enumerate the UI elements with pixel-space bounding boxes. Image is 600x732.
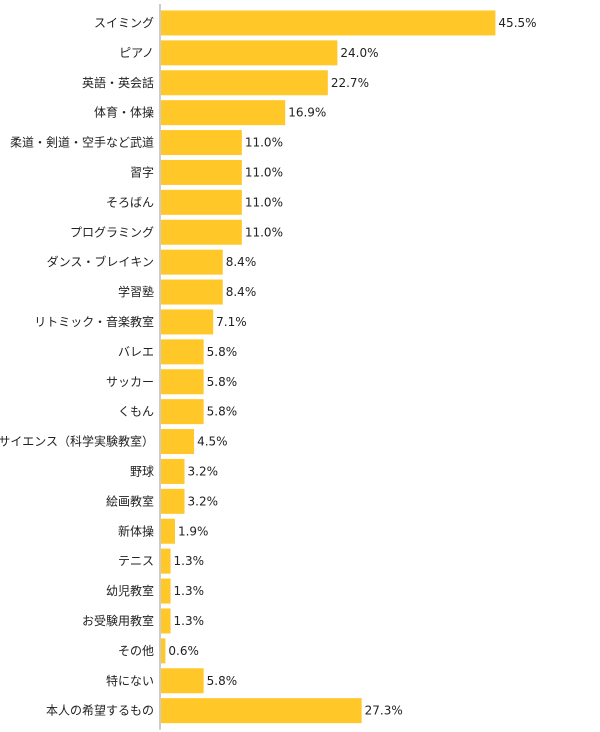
bar <box>161 458 185 484</box>
category-label: 幼児教室 <box>106 583 154 598</box>
value-label: 16.9% <box>288 106 326 120</box>
bar <box>161 130 242 156</box>
bar <box>161 578 171 604</box>
value-label: 24.0% <box>340 46 378 60</box>
bar <box>161 309 214 335</box>
bar <box>161 608 171 634</box>
value-label: 1.3% <box>174 584 205 598</box>
value-label: 27.3% <box>365 704 403 718</box>
value-label: 1.3% <box>174 614 205 628</box>
value-label: 5.8% <box>207 375 238 389</box>
value-label: 0.6% <box>168 644 199 658</box>
category-label: そろばん <box>106 195 154 209</box>
value-label: 5.8% <box>207 674 238 688</box>
value-label: 5.8% <box>207 405 238 419</box>
bar <box>161 10 496 36</box>
bar <box>161 429 195 455</box>
value-label: 45.5% <box>498 16 536 30</box>
category-label: テニス <box>118 554 154 568</box>
category-label: 英語・英会話 <box>82 75 154 90</box>
category-label: 本人の希望するもの <box>46 703 154 718</box>
value-label: 11.0% <box>245 136 283 150</box>
value-label: 1.9% <box>178 524 209 538</box>
category-label: 学習塾 <box>118 284 154 299</box>
bar <box>161 40 338 66</box>
category-label: 習字 <box>130 164 154 179</box>
bar <box>161 548 171 574</box>
category-label: スイミング <box>94 16 154 30</box>
bar <box>161 189 242 215</box>
value-label: 11.0% <box>245 165 283 179</box>
value-label: 4.5% <box>197 435 228 449</box>
value-label: 5.8% <box>207 345 238 359</box>
category-label: 新体操 <box>118 523 154 538</box>
value-label: 11.0% <box>245 225 283 239</box>
category-label: その他 <box>118 644 154 658</box>
category-label: ダンス・ブレイキン <box>47 254 154 269</box>
bar <box>161 249 223 275</box>
bar <box>161 70 328 96</box>
category-label: サイエンス（科学実験教室） <box>0 434 154 449</box>
category-label: ピアノ <box>119 46 154 60</box>
value-label: 8.4% <box>226 285 256 299</box>
bar <box>161 339 204 365</box>
bar <box>161 219 242 245</box>
category-label: 絵画教室 <box>106 493 154 508</box>
bar <box>161 369 204 395</box>
value-label: 7.1% <box>216 315 247 329</box>
category-label: くもん <box>118 405 154 419</box>
category-label: 柔道・剣道・空手など武道 <box>10 136 154 150</box>
category-label: 体育・体操 <box>94 105 154 120</box>
bar <box>161 100 286 126</box>
value-label: 11.0% <box>245 195 283 209</box>
bar <box>161 279 223 305</box>
bar <box>161 488 185 514</box>
bar <box>161 668 204 694</box>
category-label: バレエ <box>118 345 154 359</box>
category-label: プログラミング <box>70 225 154 239</box>
value-label: 22.7% <box>331 76 369 90</box>
bar <box>161 698 362 724</box>
value-label: 8.4% <box>226 255 256 269</box>
value-label: 3.2% <box>188 494 219 508</box>
category-label: サッカー <box>106 375 154 389</box>
value-label: 1.3% <box>174 554 205 568</box>
bar <box>161 638 166 664</box>
category-label: 野球 <box>130 464 154 478</box>
bar <box>161 399 204 425</box>
category-label: お受験用教室 <box>82 613 154 628</box>
category-label: 特にない <box>106 673 154 688</box>
bar <box>161 159 242 185</box>
category-label: リトミック・音楽教室 <box>34 314 154 329</box>
bar <box>161 518 175 544</box>
value-label: 3.2% <box>188 464 219 478</box>
